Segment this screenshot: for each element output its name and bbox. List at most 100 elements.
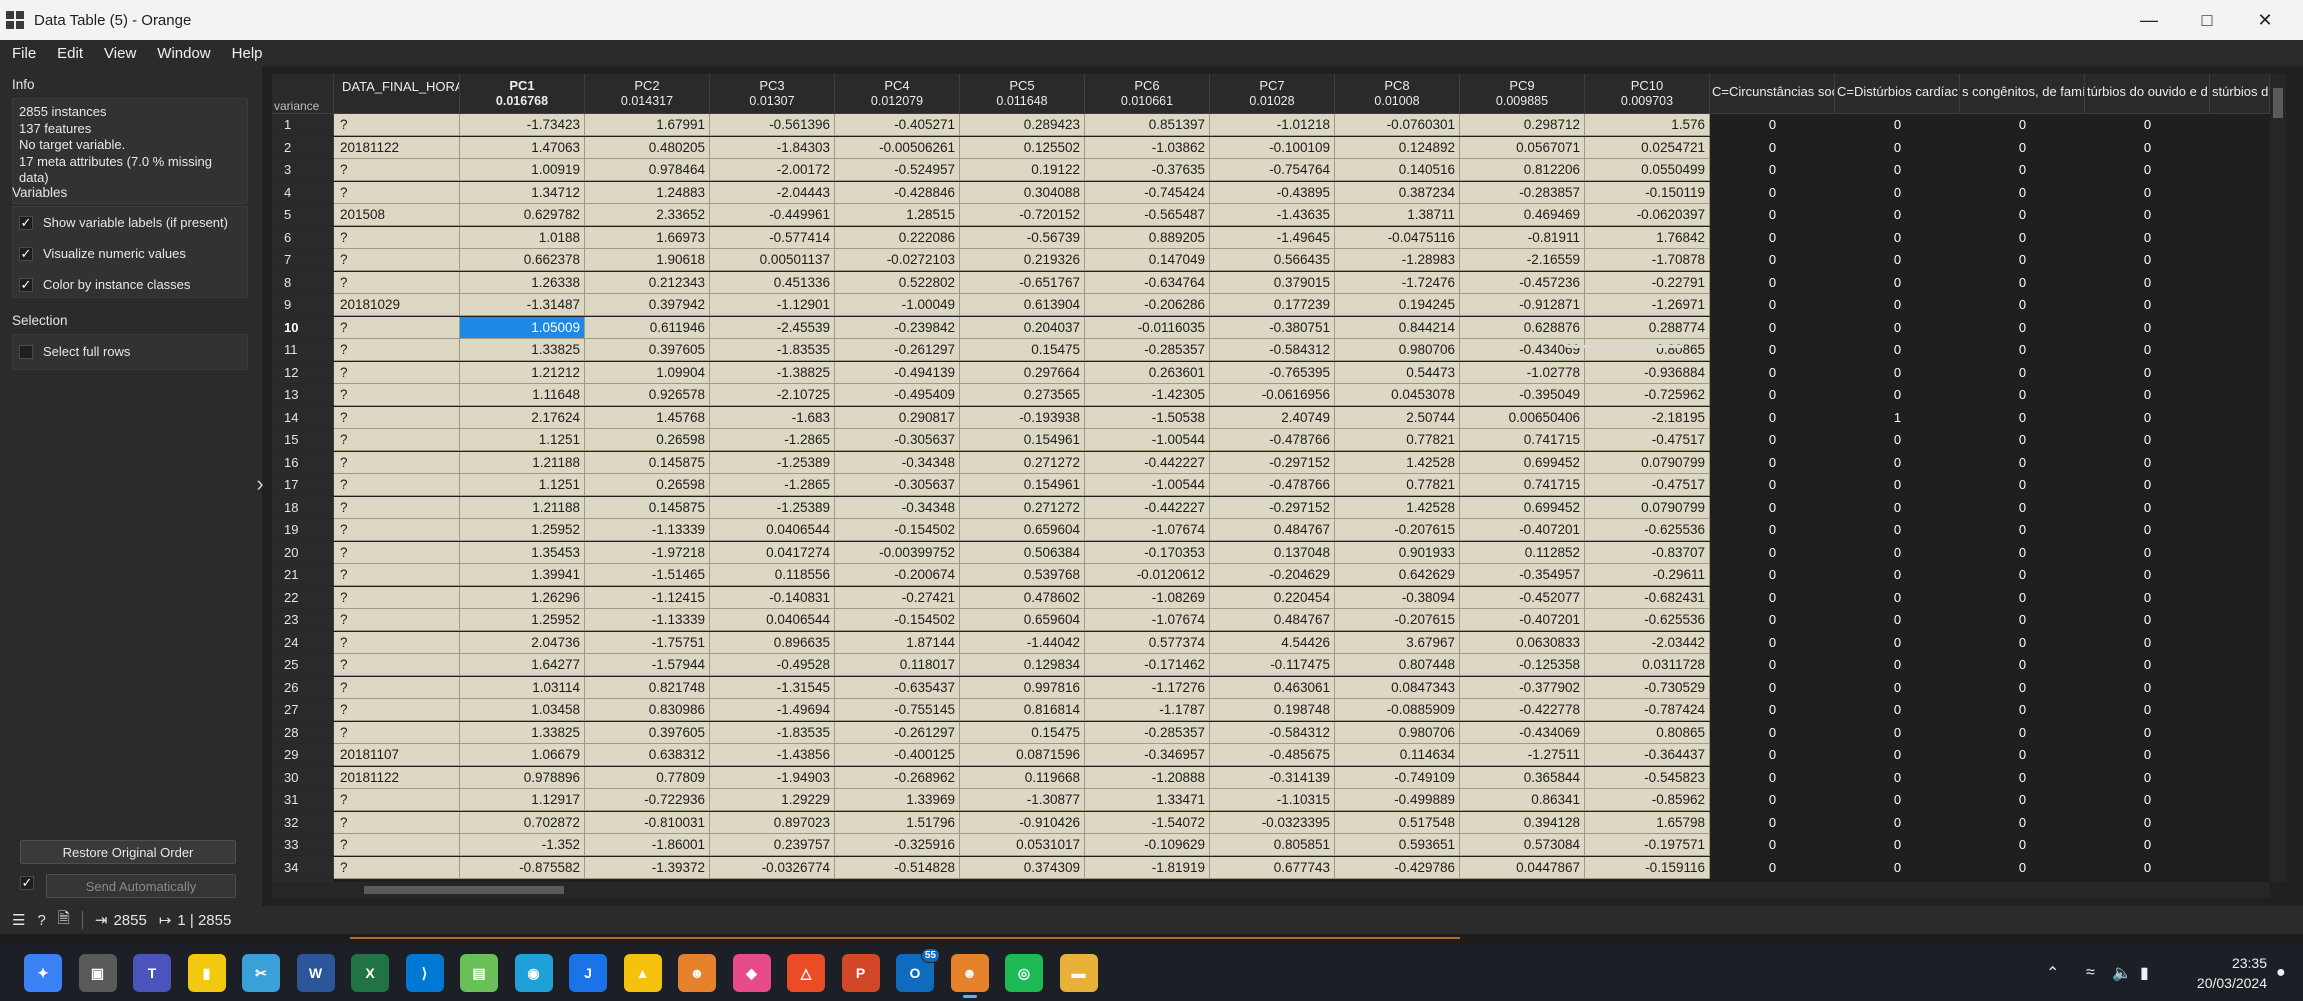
table-cell-meta-value[interactable]: 0 xyxy=(1768,139,1777,155)
table-cell[interactable]: 0.926578 xyxy=(585,384,710,406)
table-cell-meta-value[interactable]: 0 xyxy=(1893,454,1902,470)
table-cell[interactable]: 1.39941 xyxy=(460,564,585,586)
checkbox-checked-icon[interactable]: ✓ xyxy=(19,214,33,230)
table-cell[interactable]: -2.03442 xyxy=(1585,631,1710,654)
table-cell[interactable]: -1.70878 xyxy=(1585,249,1710,271)
row-header[interactable]: 29 xyxy=(272,744,334,766)
row-header[interactable]: 20 xyxy=(272,541,334,564)
table-cell-meta-value[interactable]: 0 xyxy=(1893,252,1902,267)
table-cell-meta-value[interactable]: 0 xyxy=(2018,387,2027,402)
table-cell-meta[interactable]: ? xyxy=(334,856,460,879)
spotify-icon[interactable]: ◎ xyxy=(1005,954,1043,992)
table-cell[interactable]: -0.85962 xyxy=(1585,789,1710,811)
table-cell[interactable]: 1.34712 xyxy=(460,181,585,204)
table-cell-meta-value[interactable]: 0 xyxy=(2143,589,2152,605)
table-cell[interactable]: -0.787424 xyxy=(1585,699,1710,721)
table-cell-meta-value[interactable]: 0 xyxy=(2143,499,2152,515)
table-cell[interactable]: -0.325916 xyxy=(835,834,960,856)
table-cell[interactable]: 0.119668 xyxy=(960,766,1085,789)
table-cell-meta-value[interactable]: 0 xyxy=(2018,747,2027,762)
row-header[interactable]: 22 xyxy=(272,586,334,609)
table-cell[interactable]: -0.197571 xyxy=(1585,834,1710,856)
column-header-pc7[interactable]: PC7 0.01028 xyxy=(1210,74,1335,114)
table-cell[interactable]: 1.26338 xyxy=(460,271,585,294)
table-cell[interactable]: -1.07674 xyxy=(1085,609,1210,631)
table-cell[interactable]: 0.0871596 xyxy=(960,744,1085,766)
table-cell[interactable]: 0.298712 xyxy=(1460,114,1585,136)
table-cell[interactable]: -0.49528 xyxy=(710,654,835,676)
table-cell[interactable]: -0.0120612 xyxy=(1085,564,1210,586)
table-cell[interactable]: -1.31487 xyxy=(460,294,585,316)
table-cell-meta-value[interactable]: 0 xyxy=(2018,252,2027,267)
table-cell[interactable]: 0.844214 xyxy=(1335,316,1460,339)
table-cell[interactable]: 1.66973 xyxy=(585,226,710,249)
table-cell[interactable]: -0.545823 xyxy=(1585,766,1710,789)
table-cell[interactable]: 0.805851 xyxy=(1210,834,1335,856)
table-cell[interactable]: 0.0254721 xyxy=(1585,136,1710,159)
row-header[interactable]: 5 xyxy=(272,204,334,226)
table-cell[interactable]: -0.47517 xyxy=(1585,429,1710,451)
table-cell[interactable]: 0.124892 xyxy=(1335,136,1460,159)
table-cell-meta-value[interactable]: 0 xyxy=(1768,432,1777,447)
table-cell[interactable]: 0.194245 xyxy=(1335,294,1460,316)
table-cell[interactable]: 1.0188 xyxy=(460,226,585,249)
copilot-icon[interactable]: ✦ xyxy=(24,954,62,992)
table-cell-meta[interactable]: ? xyxy=(334,564,460,586)
powerpoint-icon[interactable]: P xyxy=(841,954,880,992)
table-cell-meta-value[interactable]: 0 xyxy=(2018,229,2027,245)
horizontal-scrollbar[interactable] xyxy=(272,882,2270,898)
table-cell[interactable]: -1.94903 xyxy=(710,766,835,789)
table-cell[interactable]: -1.2865 xyxy=(710,474,835,496)
table-cell[interactable]: -0.565487 xyxy=(1085,204,1210,226)
table-cell[interactable]: 0.629782 xyxy=(460,204,585,226)
table-cell[interactable]: 0.480205 xyxy=(585,136,710,159)
table-cell[interactable]: 0.118556 xyxy=(710,564,835,586)
table-cell-meta-value[interactable]: 0 xyxy=(1768,162,1777,177)
table-cell[interactable]: -1.73423 xyxy=(460,114,585,136)
table-cell[interactable]: 0.147049 xyxy=(1085,249,1210,271)
table-cell-meta-value[interactable]: 0 xyxy=(1768,274,1777,290)
table-cell[interactable]: 1.25952 xyxy=(460,519,585,541)
notepad-icon[interactable]: ▤ xyxy=(460,954,498,992)
table-cell[interactable]: 0.628876 xyxy=(1460,316,1585,339)
table-cell-meta-value[interactable]: 0 xyxy=(1768,319,1777,335)
maximize-button[interactable]: □ xyxy=(2201,9,2213,30)
table-cell[interactable]: 0.451336 xyxy=(710,271,835,294)
table-cell[interactable]: -0.400125 xyxy=(835,744,960,766)
table-cell[interactable]: -1.27511 xyxy=(1460,744,1585,766)
table-cell[interactable]: -0.407201 xyxy=(1460,519,1585,541)
table-cell[interactable]: -0.434069 xyxy=(1460,339,1585,361)
table-cell-meta-value[interactable]: 0 xyxy=(1768,364,1777,380)
row-header[interactable]: 26 xyxy=(272,676,334,699)
column-header-pc3[interactable]: PC3 0.01307 xyxy=(710,74,835,114)
table-cell[interactable]: 0.566435 xyxy=(1210,249,1335,271)
table-cell[interactable]: 0.659604 xyxy=(960,519,1085,541)
table-cell-meta-value[interactable]: 0 xyxy=(1893,634,1902,650)
table-cell[interactable]: -0.765395 xyxy=(1210,361,1335,384)
table-cell[interactable]: -1.12415 xyxy=(585,586,710,609)
table-cell[interactable]: 0.699452 xyxy=(1460,451,1585,474)
table-cell-meta-value[interactable]: 0 xyxy=(1893,837,1902,852)
table-cell[interactable]: 0.821748 xyxy=(585,676,710,699)
table-cell-meta-value[interactable]: 0 xyxy=(2018,207,2027,222)
row-header[interactable]: 6 xyxy=(272,226,334,249)
help-icon[interactable]: ? xyxy=(37,911,46,929)
table-cell[interactable]: -0.171462 xyxy=(1085,654,1210,676)
table-cell-meta[interactable]: ? xyxy=(334,609,460,631)
folder-icon[interactable]: ▬ xyxy=(1059,954,1098,992)
table-cell-meta-value[interactable]: 0 xyxy=(2143,364,2152,380)
table-cell-meta-value[interactable]: 0 xyxy=(1893,319,1902,335)
table-cell[interactable]: -0.485675 xyxy=(1210,744,1335,766)
menu-help[interactable]: Help xyxy=(231,44,263,62)
table-cell[interactable]: 0.638312 xyxy=(585,744,710,766)
table-cell[interactable]: -0.364437 xyxy=(1585,744,1710,766)
table-cell[interactable]: 0.86341 xyxy=(1460,789,1585,811)
table-cell[interactable]: -1.84303 xyxy=(710,136,835,159)
table-cell[interactable]: 0.271272 xyxy=(960,451,1085,474)
table-cell-meta-value[interactable]: 0 xyxy=(1893,297,1902,312)
table-cell[interactable]: -0.154502 xyxy=(835,609,960,631)
table-cell[interactable]: 1.90618 xyxy=(585,249,710,271)
table-cell-meta-value[interactable]: 0 xyxy=(2018,432,2027,447)
row-header[interactable]: 16 xyxy=(272,451,334,474)
table-cell[interactable]: -1.00544 xyxy=(1085,474,1210,496)
